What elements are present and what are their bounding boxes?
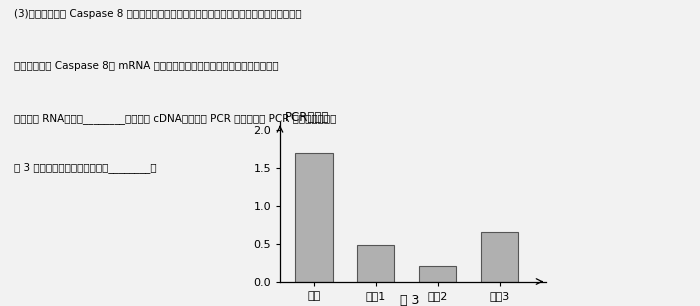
Text: 测定靶标基因 Caspase 8的 mRNA 水平来确定最优序列。测定时，首先提取心肌: 测定靶标基因 Caspase 8的 mRNA 水平来确定最优序列。测定时，首先提… bbox=[14, 61, 279, 71]
Bar bbox=[481, 232, 518, 282]
Bar bbox=[357, 245, 394, 282]
Text: 图 3: 图 3 bbox=[400, 294, 419, 306]
Text: 图 3 所示。据此判断最优序列是________。: 图 3 所示。据此判断最优序列是________。 bbox=[14, 162, 157, 173]
Text: (3)研究人员根据 Caspase 8 基因的碱基序列，设计了三种序列分别导入猪的心肌细胞，通过: (3)研究人员根据 Caspase 8 基因的碱基序列，设计了三种序列分别导入猪… bbox=[14, 9, 302, 19]
Bar bbox=[419, 266, 456, 282]
Text: 细胞的总 RNA，经过________过程得到 cDNA，再进行 PCR 扩增，测定 PCR 产物量，结果如: 细胞的总 RNA，经过________过程得到 cDNA，再进行 PCR 扩增，… bbox=[14, 113, 337, 124]
Bar bbox=[295, 153, 332, 282]
Text: PCR产物量: PCR产物量 bbox=[285, 111, 329, 124]
